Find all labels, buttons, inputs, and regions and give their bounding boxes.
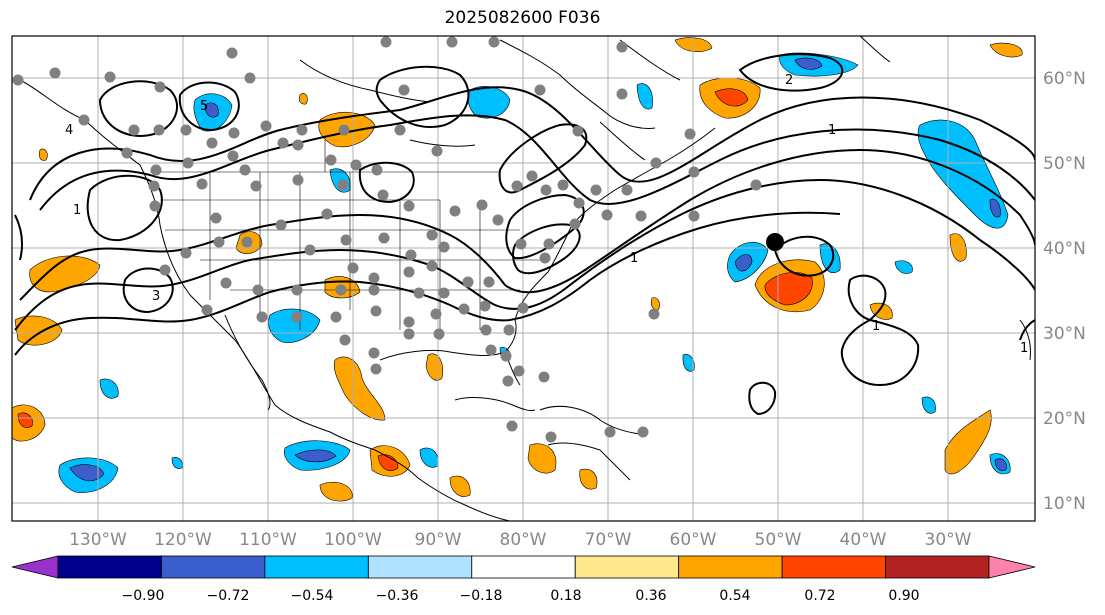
colorbar-extend-min <box>11 555 59 579</box>
lon-label: 60°W <box>670 530 717 550</box>
colorbar-tick-label: −0.18 <box>460 588 503 604</box>
colorbar-segment <box>678 555 783 579</box>
lon-label: 90°W <box>415 530 462 550</box>
observation-dots <box>12 36 762 443</box>
colorbar-segment <box>885 555 990 579</box>
lat-label: 10°N <box>1043 494 1086 514</box>
colorbar-tick-label: −0.90 <box>122 588 165 604</box>
lon-label: 110°W <box>239 530 297 550</box>
lon-label: 40°W <box>840 530 887 550</box>
lon-label: 30°W <box>925 530 972 550</box>
longitude-labels: 130°W 120°W 110°W 100°W 90°W 80°W 70°W 6… <box>69 530 972 550</box>
contour-label: 1 <box>1020 341 1028 356</box>
lat-label: 30°N <box>1043 324 1086 344</box>
colorbar-tick-label: 0.54 <box>719 588 750 604</box>
colorbar-segment <box>781 555 886 579</box>
lon-label: 120°W <box>154 530 212 550</box>
graticule <box>12 36 1035 521</box>
contour-label: 2 <box>785 73 793 88</box>
lat-label: 40°N <box>1043 239 1086 259</box>
colorbar <box>11 555 1036 579</box>
map-title: 2025082600 F036 <box>444 8 601 28</box>
latitude-labels: 60°N 50°N 40°N 30°N 20°N 10°N <box>1043 69 1086 514</box>
colorbar-tick-label: 0.36 <box>635 588 666 604</box>
contour-labels: 1 2 3 4 5 1 1 1 1 <box>65 73 1028 356</box>
colorbar-tick-label: 0.18 <box>550 588 581 604</box>
political-borders <box>150 140 540 340</box>
lon-label: 50°W <box>755 530 802 550</box>
contour-label: 1 <box>630 251 638 266</box>
contour-label: 1 <box>828 123 836 138</box>
lon-label: 130°W <box>69 530 127 550</box>
contour-label: 5 <box>200 99 208 114</box>
colorbar-ticks: −0.90 −0.72 −0.54 −0.36 −0.18 0.18 0.36 … <box>122 588 920 604</box>
map-area: 1 2 3 4 5 1 1 1 1 <box>12 36 1035 521</box>
lon-label: 70°W <box>585 530 632 550</box>
colorbar-segment <box>471 555 576 579</box>
contour-label: 3 <box>152 289 160 304</box>
colorbar-tick-label: −0.54 <box>291 588 334 604</box>
colorbar-segment <box>161 555 266 579</box>
lon-label: 100°W <box>324 530 382 550</box>
colorbar-segment <box>57 555 162 579</box>
lat-label: 50°N <box>1043 154 1086 174</box>
colorbar-tick-label: 0.90 <box>888 588 919 604</box>
lat-label: 20°N <box>1043 409 1086 429</box>
colorbar-segment <box>367 555 473 579</box>
map-frame <box>11 35 1036 522</box>
colorbar-tick-label: 0.72 <box>804 588 835 604</box>
colorbar-extend-max <box>988 555 1036 579</box>
colorbar-segment <box>264 555 369 579</box>
lat-label: 60°N <box>1043 69 1086 89</box>
colorbar-segment <box>574 555 680 579</box>
colorbar-tick-label: −0.36 <box>376 588 419 604</box>
contour-label: 1 <box>872 319 880 334</box>
lon-label: 80°W <box>500 530 547 550</box>
storm-center-marker <box>766 233 784 251</box>
contour-label: 1 <box>73 203 81 218</box>
positive-anomaly-shading <box>12 37 1023 502</box>
colorbar-tick-label: −0.72 <box>207 588 250 604</box>
contour-label: 4 <box>65 123 73 138</box>
